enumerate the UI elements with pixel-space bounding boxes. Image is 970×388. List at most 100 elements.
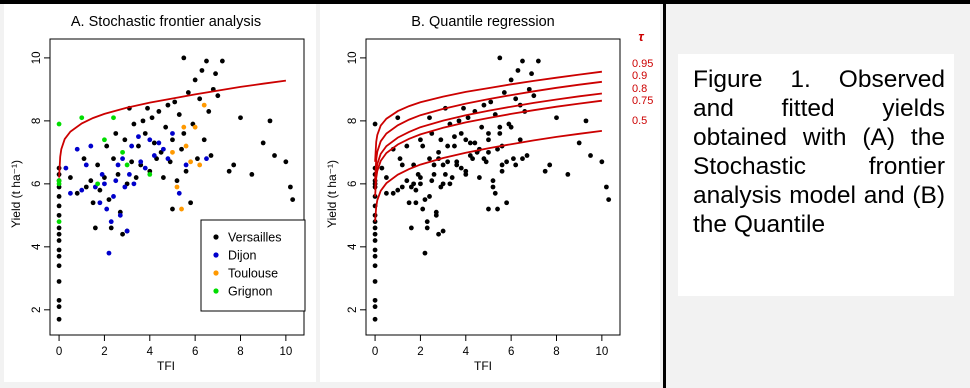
data-point [131,181,137,187]
data-point [283,159,289,165]
data-point [226,168,232,174]
data-point [472,140,478,146]
data-point [197,162,203,168]
data-point [181,131,187,136]
data-point [68,175,73,180]
data-point [511,156,516,162]
data-point [486,131,491,136]
data-point [445,159,451,165]
y-tick-label: 10 [347,51,359,64]
data-point [56,253,62,259]
data-point [372,238,378,243]
quantile-label: 0.8 [632,83,647,95]
plot-area: 0 2 4 6 8 10 2 4 6 8 10 [31,38,305,358]
data-point [108,219,114,225]
data-point [115,162,121,168]
y-axis-label: Yield (t ha⁻¹) [325,160,339,228]
data-point [267,118,273,124]
data-point [95,181,101,187]
data-point [122,184,128,190]
quantile-label: 0.9 [632,70,647,82]
data-point [56,212,62,218]
data-point [599,159,605,165]
data-point [133,175,139,180]
y-tick-label: 10 [31,51,43,64]
data-point [183,162,189,168]
data-point [529,71,534,77]
data-point [115,172,121,177]
data-point [151,153,157,158]
data-point [156,109,162,114]
data-point [513,162,519,168]
fitted-curve [374,130,603,222]
data-point [102,137,107,143]
data-point [436,231,441,237]
data-point [174,184,180,190]
data-point [188,159,194,165]
data-point [372,225,378,231]
data-point [583,118,589,124]
data-point [420,143,426,149]
data-point [431,172,437,177]
data-point [520,58,525,64]
y-tick-label: 6 [347,181,359,187]
data-point [163,124,169,130]
data-point [79,115,85,121]
data-point [486,149,491,155]
chart-a: A. Stochastic frontier analysis TFI Yiel… [9,14,306,373]
data-point [406,200,412,206]
plot-frame [365,38,621,336]
quantile-labels: 0.950.90.80.75 0.5 [632,58,653,127]
x-tick-label: 10 [595,346,608,358]
data-point [424,219,430,225]
x-tick-label: 10 [279,346,292,358]
data-point [113,178,119,184]
data-point [488,99,494,105]
data-point [576,140,582,146]
data-point [504,200,510,206]
data-point [445,143,451,149]
data-point [408,225,414,231]
data-point [492,190,498,196]
data-point [547,162,553,168]
x-tick-label: 0 [56,346,62,358]
data-point [56,247,62,253]
y-tick-label: 2 [31,307,43,313]
data-point [501,90,507,95]
x-tick-label: 0 [372,346,378,358]
data-point [104,206,110,212]
data-point [56,279,62,284]
data-point [56,219,62,225]
data-point [554,115,559,121]
legend-entry-toulouse: Toulouse [228,267,278,281]
data-point [483,159,489,165]
data-point [458,131,464,136]
x-tick-label: 6 [508,346,514,358]
data-point [192,77,198,83]
data-point [56,231,62,237]
data-point [465,115,471,121]
data-point [176,190,182,196]
data-point [479,124,485,130]
data-point [129,159,135,165]
data-point [287,184,293,190]
quantile-label: 0.5 [632,115,647,127]
data-point [120,231,125,237]
data-point [131,121,137,127]
data-point [467,140,473,146]
data-point [456,118,462,124]
legend-marker-toulouse [213,270,219,276]
data-point [208,153,214,158]
data-point [476,175,482,180]
data-point [372,194,378,199]
data-point [438,137,444,143]
plot-area: 0 2 4 6 8 10 2 4 6 8 10 [347,38,621,358]
data-point [117,212,123,218]
data-point [179,206,184,212]
data-point [418,181,423,187]
data-point [490,178,496,184]
data-point [165,102,171,108]
data-point [260,140,266,146]
data-point [81,156,87,162]
data-point [56,238,62,243]
